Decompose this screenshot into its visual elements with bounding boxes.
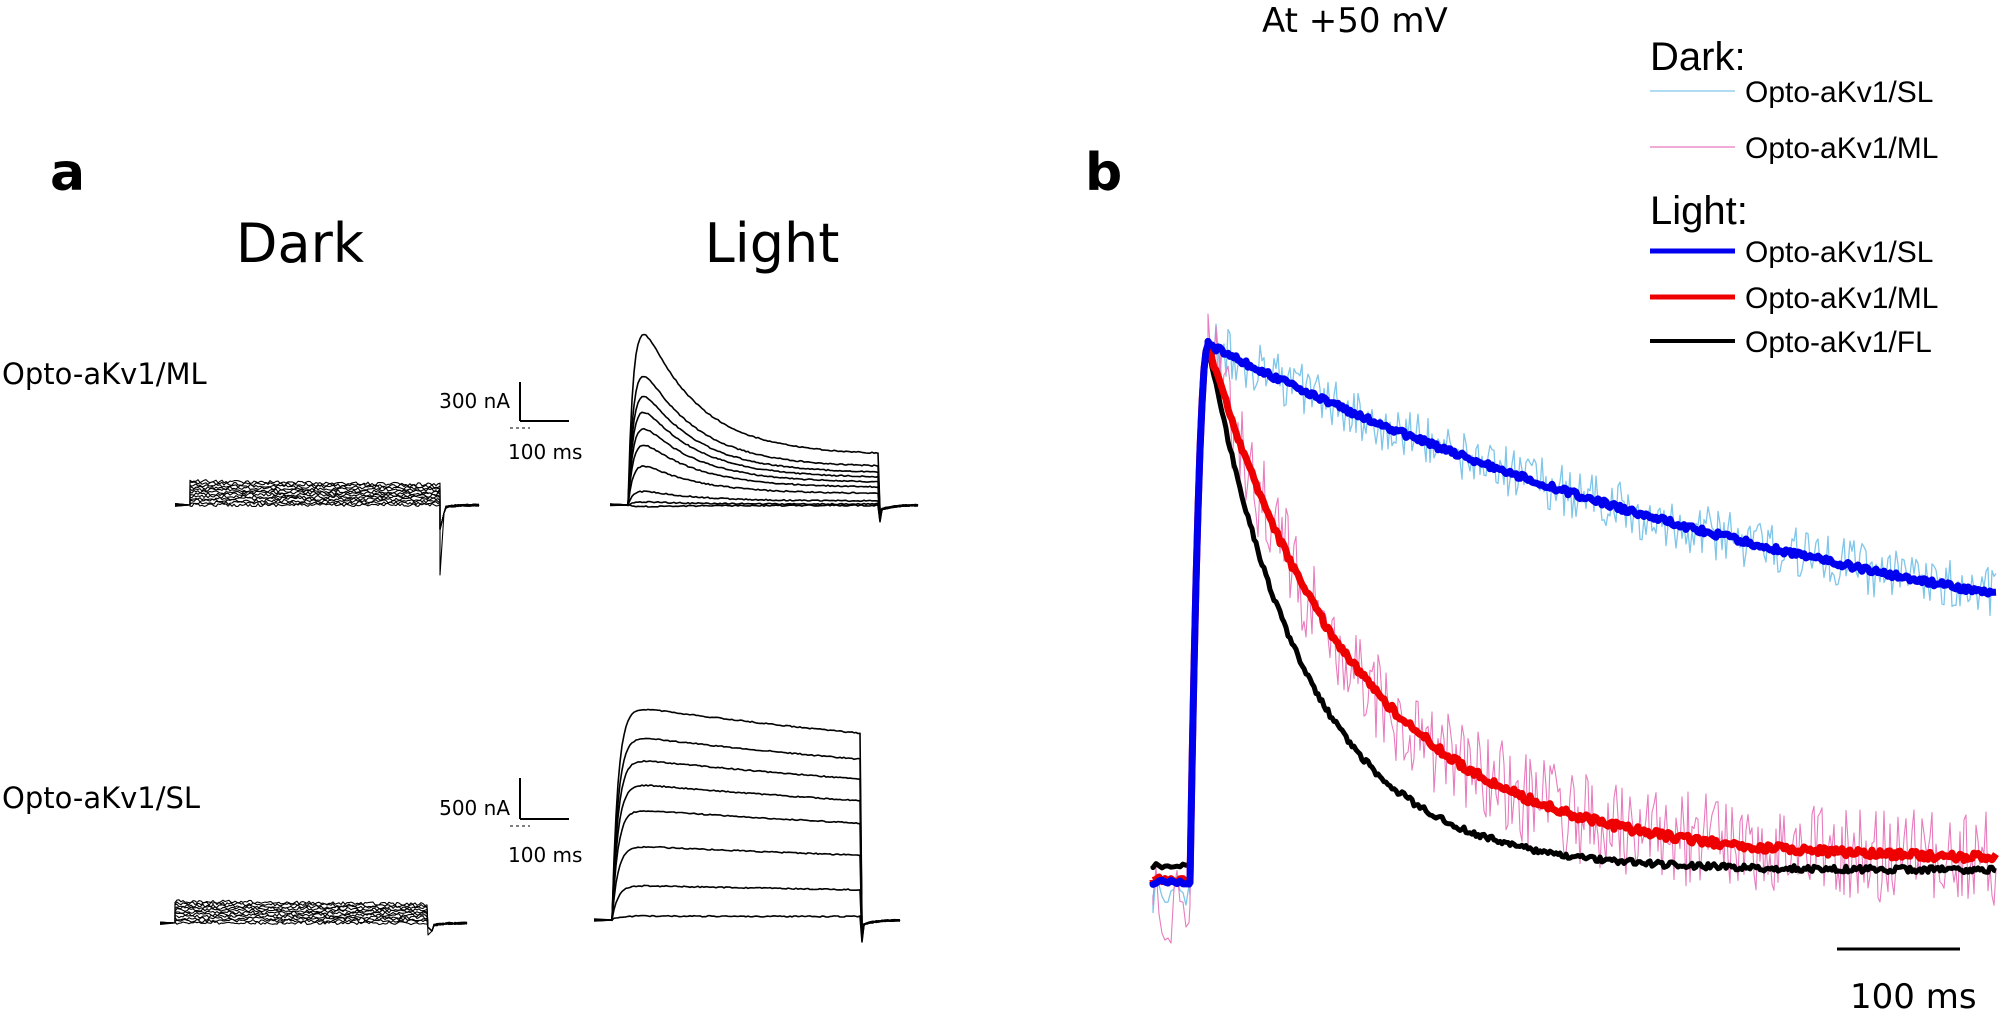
panel-b-title: At +50 mV (1262, 1, 1448, 41)
trace (609, 427, 918, 517)
scalebar-ml: 300 nA 100 ms (439, 382, 582, 464)
trace (174, 492, 480, 531)
trace (593, 845, 901, 939)
scalebar-sl: 500 nA 100 ms (439, 778, 582, 867)
trace (609, 490, 919, 521)
trace-dark-ml (1152, 313, 1997, 944)
scalebar-b: 100 ms (1837, 947, 1977, 1016)
trace (174, 500, 480, 531)
trace (159, 918, 468, 932)
trace (593, 884, 901, 941)
panel-a-traces (159, 333, 919, 943)
legend-dark-header: Dark: (1650, 35, 1746, 79)
trace (159, 912, 468, 932)
scalebar-time-label: 100 ms (508, 843, 582, 867)
scalebar-current-label: 300 nA (439, 389, 510, 413)
trace (609, 333, 919, 512)
trace (609, 444, 919, 518)
legend: Dark: Light: Opto-aKv1/SLOpto-aKv1/MLOpt… (1650, 35, 1938, 359)
trace (174, 485, 480, 531)
trace (609, 375, 919, 513)
trace-light-sl (1149, 337, 1998, 888)
panel-b: b At +50 mV Dark: Light: Opto-aKv1/SLOpt… (1085, 1, 1999, 1016)
trace (609, 500, 919, 522)
panel-b-traces (1149, 313, 1999, 944)
legend-item-label: Opto-aKv1/SL (1745, 236, 1933, 269)
legend-item-label: Opto-aKv1/FL (1745, 326, 1932, 359)
trace (593, 784, 901, 935)
column-title-light: Light (705, 212, 840, 275)
scalebar-time-label: 100 ms (508, 440, 582, 464)
column-title-dark: Dark (236, 212, 365, 275)
trace (174, 496, 480, 531)
legend-item-label: Opto-aKv1/ML (1745, 132, 1938, 165)
trace (174, 479, 480, 576)
trace (174, 494, 480, 531)
trace (609, 395, 919, 514)
legend-items: Opto-aKv1/SL Opto-aKv1/ML Opto-aKv1/SL Opto… (1650, 76, 1938, 359)
trace (159, 920, 468, 932)
trace (609, 411, 919, 515)
trace (593, 810, 901, 937)
trace (609, 503, 919, 523)
panel-b-label: b (1085, 143, 1122, 203)
scalebar-b-label: 100 ms (1850, 977, 1977, 1016)
trace (159, 916, 468, 932)
trace (174, 481, 480, 531)
trace (174, 487, 480, 531)
panel-a-label: a (50, 143, 85, 203)
trace (593, 708, 901, 928)
trace-dark-sl (1152, 323, 1997, 914)
legend-item-label: Opto-aKv1/SL (1745, 76, 1933, 109)
trace (593, 759, 901, 933)
trace (174, 489, 480, 531)
row-label-ml: Opto-aKv1/ML (2, 357, 207, 391)
panel-a: a Dark Light Opto-aKv1/ML Opto-aKv1/SL 3… (2, 143, 919, 943)
row-label-sl: Opto-aKv1/SL (2, 781, 200, 815)
trace (159, 914, 468, 932)
trace (159, 903, 468, 932)
trace-light-fl (1150, 341, 1997, 876)
trace (174, 502, 480, 531)
trace (593, 737, 901, 931)
scalebar-current-label: 500 nA (439, 796, 510, 820)
trace (609, 465, 919, 519)
legend-light-header: Light: (1650, 189, 1748, 233)
trace-light-ml (1149, 341, 1999, 887)
trace (159, 907, 468, 932)
trace (593, 914, 901, 943)
legend-item-label: Opto-aKv1/ML (1745, 282, 1938, 315)
trace (159, 899, 468, 936)
